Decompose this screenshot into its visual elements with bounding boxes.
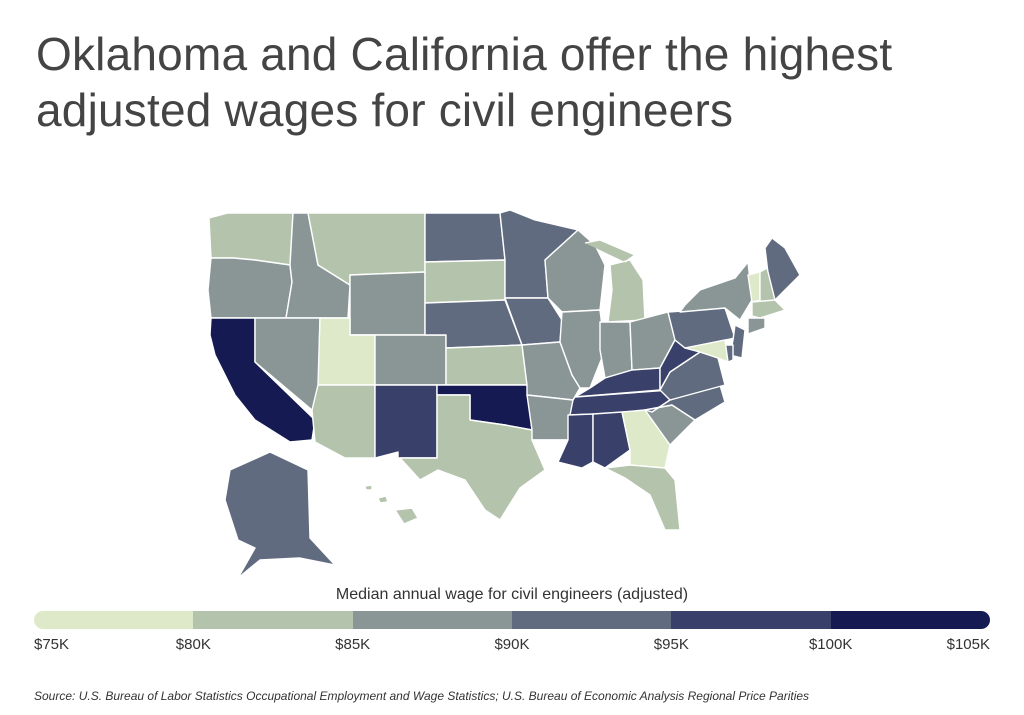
- state-alaska[interactable]: [224, 451, 336, 579]
- state-arizona[interactable]: [311, 384, 376, 459]
- state-alabama[interactable]: [592, 411, 631, 469]
- legend-swatch-0: [34, 611, 194, 629]
- state-colorado[interactable]: [374, 334, 447, 386]
- state-washington[interactable]: [208, 212, 294, 266]
- legend-swatch-4: [671, 611, 831, 629]
- state-maryland[interactable]: [684, 339, 729, 363]
- legend-swatch-1: [193, 611, 353, 629]
- legend-tick-label: $80K: [175, 636, 211, 653]
- us-states-map: [207, 209, 801, 579]
- state-south-dakota[interactable]: [424, 259, 506, 304]
- legend-tick-label: $95K: [653, 636, 689, 653]
- state-wisconsin[interactable]: [544, 229, 606, 313]
- map-title: Oklahoma and California offer the highes…: [36, 28, 893, 136]
- state-arkansas[interactable]: [526, 394, 574, 441]
- legend-tick-label: $75K: [34, 636, 70, 653]
- states-layer: [207, 209, 801, 579]
- state-oregon[interactable]: [207, 257, 293, 319]
- legend-tick-labels: $75K $80K $85K $90K $95K $100K $105K: [0, 636, 1024, 658]
- state-florida[interactable]: [604, 464, 681, 531]
- state-connecticut[interactable]: [747, 317, 766, 335]
- legend-tick-label: $105K: [946, 636, 990, 653]
- legend-title: Median annual wage for civil engineers (…: [335, 586, 689, 603]
- state-new-mexico[interactable]: [374, 384, 438, 459]
- state-hawaii[interactable]: [364, 484, 419, 525]
- state-illinois[interactable]: [559, 309, 606, 389]
- state-new-jersey[interactable]: [729, 324, 746, 359]
- legend-tick-label: $90K: [494, 636, 530, 653]
- legend-color-bar: [34, 611, 990, 629]
- source-note: Source: U.S. Bureau of Labor Statistics …: [34, 689, 810, 703]
- legend-swatch-2: [352, 611, 512, 629]
- state-north-dakota[interactable]: [424, 212, 506, 263]
- legend-swatch-5: [830, 611, 990, 629]
- legend-swatch-3: [511, 611, 672, 629]
- state-texas[interactable]: [399, 394, 546, 521]
- state-kansas[interactable]: [445, 344, 528, 386]
- legend-tick-label: $100K: [808, 636, 853, 653]
- state-massachusetts[interactable]: [751, 299, 786, 319]
- legend-tick-label: $85K: [335, 636, 371, 653]
- state-wyoming[interactable]: [349, 271, 426, 336]
- state-indiana[interactable]: [599, 321, 633, 379]
